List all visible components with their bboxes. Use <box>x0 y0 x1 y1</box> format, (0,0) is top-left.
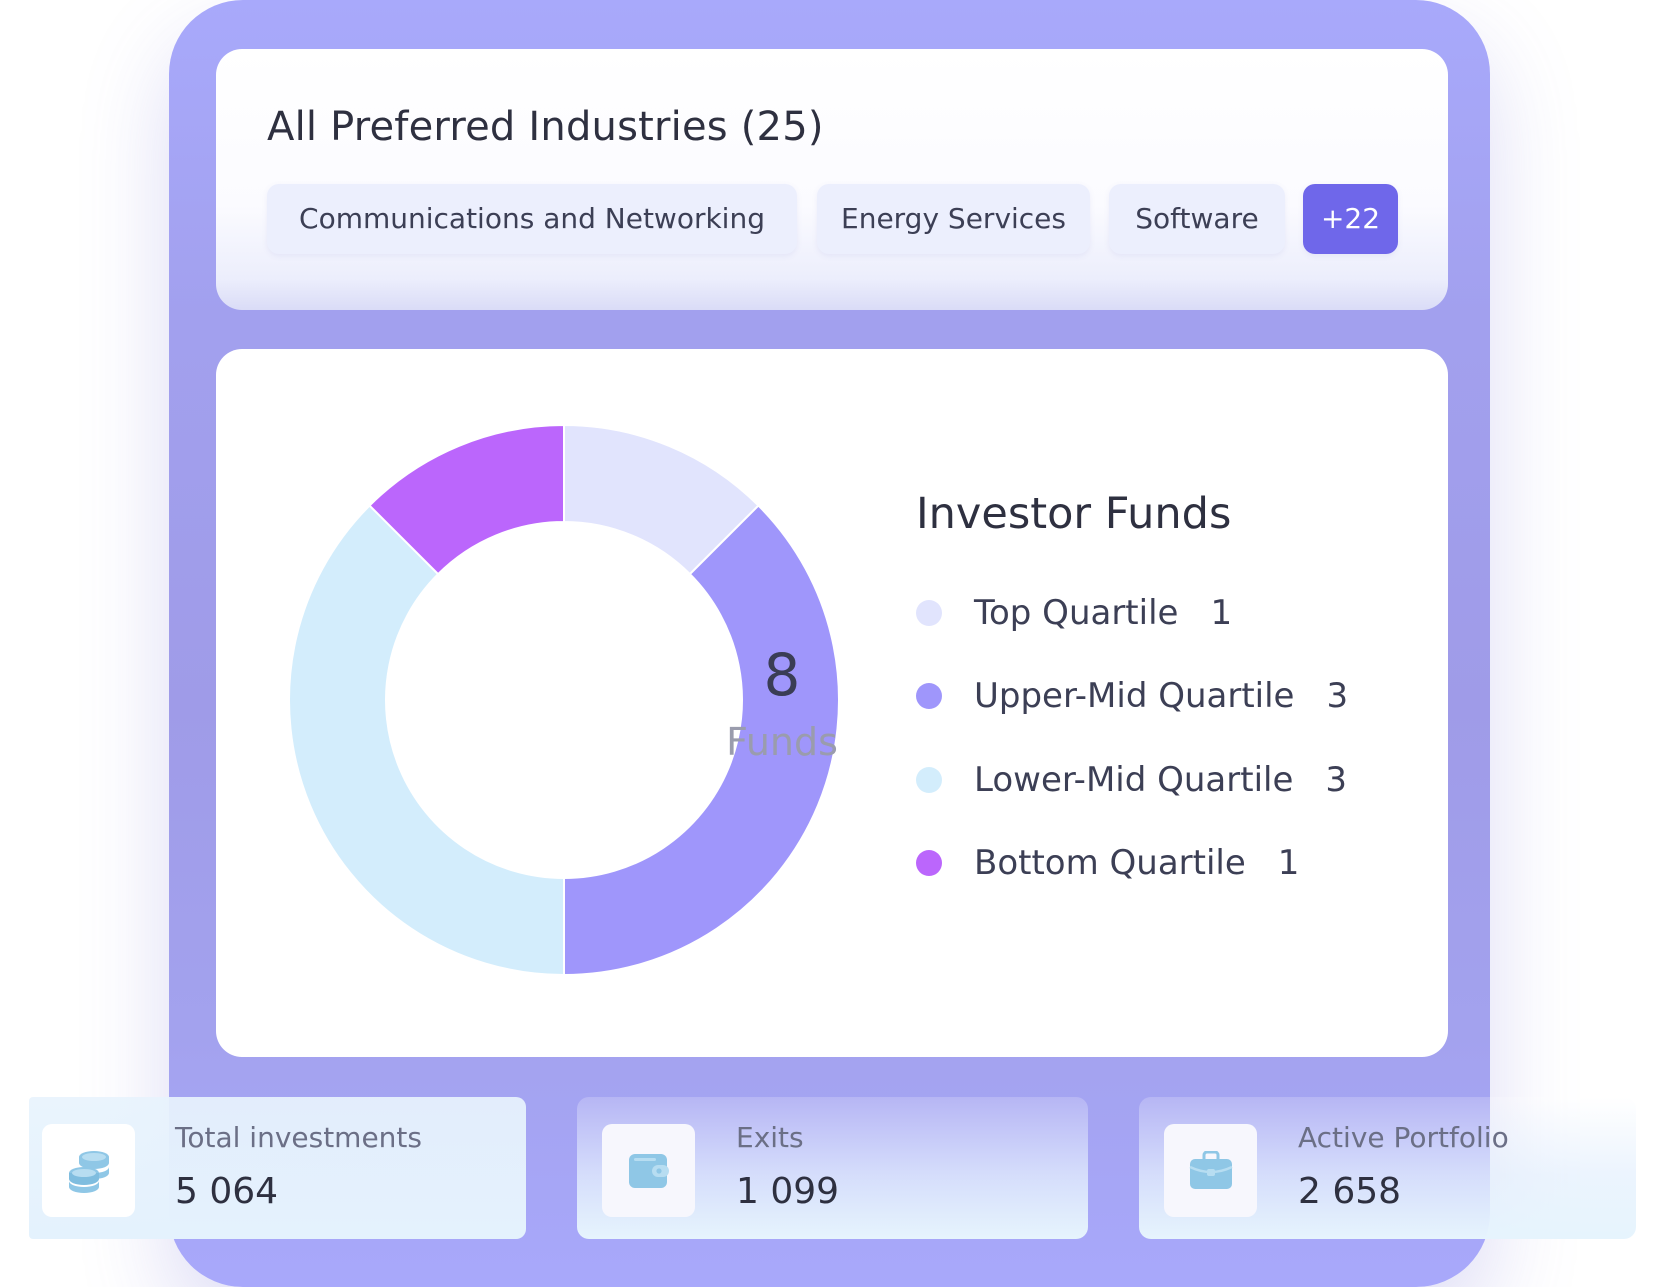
legend-item-lower-mid-quartile: Lower-Mid Quartile 3 <box>916 755 1347 805</box>
legend-value: 3 <box>1326 676 1349 716</box>
chart-title: Investor Funds <box>916 489 1232 539</box>
industries-title: All Preferred Industries (25) <box>267 104 824 150</box>
stat-label: Active Portfolio <box>1298 1121 1509 1154</box>
stat-value: 1 099 <box>736 1171 840 1212</box>
legend-value: 1 <box>1277 843 1300 883</box>
stat-label: Exits <box>736 1121 804 1154</box>
legend-label: Lower-Mid Quartile <box>974 760 1294 800</box>
industry-chip-energy-services[interactable]: Energy Services <box>817 184 1090 254</box>
donut-slice-upper-mid-quartile <box>563 504 840 977</box>
legend-label: Bottom Quartile <box>974 843 1246 883</box>
legend-label: Top Quartile <box>974 593 1179 633</box>
stat-label: Total investments <box>175 1121 422 1154</box>
industry-chip-software[interactable]: Software <box>1109 184 1285 254</box>
investor-funds-card: 8 Funds Investor Funds Top Quartile 1 Up… <box>216 349 1448 1057</box>
stat-active-portfolio: Active Portfolio 2 658 <box>1139 1097 1636 1239</box>
legend-dot-lower-mid-quartile <box>916 767 942 793</box>
legend-dot-bottom-quartile <box>916 850 942 876</box>
legend-label: Upper-Mid Quartile <box>974 676 1295 716</box>
stat-exits: Exits 1 099 <box>577 1097 1088 1239</box>
investor-funds-donut-chart <box>288 423 840 977</box>
more-industries-button[interactable]: +22 <box>1303 184 1398 254</box>
industry-chip-communications[interactable]: Communications and Networking <box>267 184 797 254</box>
industries-card <box>216 49 1448 310</box>
donut-slice-lower-mid-quartile <box>288 504 565 977</box>
funds-total-value: 8 <box>763 641 801 709</box>
stat-value: 5 064 <box>175 1171 279 1212</box>
legend-value: 1 <box>1210 593 1233 633</box>
donut-slice-bottom-quartile <box>368 423 565 576</box>
legend-dot-upper-mid-quartile <box>916 683 942 709</box>
briefcase-icon <box>1164 1124 1257 1217</box>
legend-item-top-quartile: Top Quartile 1 <box>916 588 1232 638</box>
wallet-icon <box>602 1124 695 1217</box>
funds-total-label: Funds <box>726 720 838 764</box>
legend-item-bottom-quartile: Bottom Quartile 1 <box>916 838 1299 888</box>
coins-icon <box>42 1124 135 1217</box>
legend-dot-top-quartile <box>916 600 942 626</box>
legend-item-upper-mid-quartile: Upper-Mid Quartile 3 <box>916 671 1348 721</box>
stat-total-investments: Total investments 5 064 <box>29 1097 526 1239</box>
legend-value: 3 <box>1325 760 1348 800</box>
stat-value: 2 658 <box>1298 1171 1402 1212</box>
